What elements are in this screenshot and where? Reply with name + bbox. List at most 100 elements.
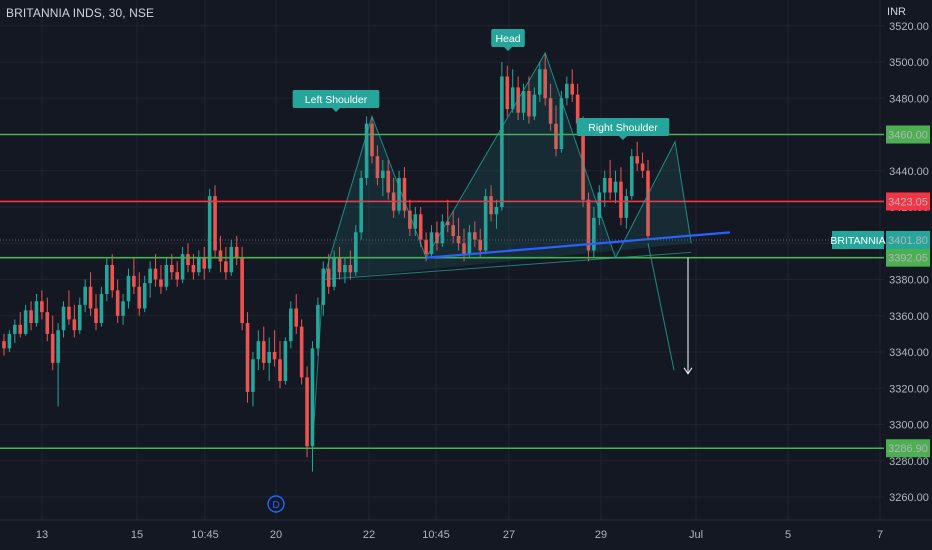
candle-body (548, 98, 553, 124)
candle-body (186, 254, 190, 265)
pattern-label-left-shoulder: Left Shoulder (292, 90, 380, 112)
candle-body (473, 232, 477, 240)
candle-body (462, 243, 466, 255)
candle-body (2, 341, 6, 349)
candle-body (505, 76, 510, 110)
dividend-marker-text: D (272, 499, 280, 511)
y-tick-label: 3320.00 (889, 383, 929, 395)
candle (18, 312, 23, 338)
candle-body (40, 301, 44, 313)
candle (532, 87, 537, 120)
candle-body (267, 352, 271, 363)
y-tick-label: 3440.00 (889, 166, 929, 178)
y-tick-label: 3520.00 (889, 21, 929, 33)
candle-body (245, 323, 250, 392)
candle-body (478, 239, 483, 251)
candle-body (18, 324, 23, 334)
candle (240, 246, 244, 331)
candle (234, 236, 239, 265)
candle-body (337, 257, 342, 273)
candle (586, 192, 591, 262)
candle (278, 341, 282, 389)
candle (364, 116, 369, 186)
candle-body (13, 324, 17, 334)
candle (413, 207, 418, 236)
x-axis: 13 15 10:45 20 22 10:45 27 29 Jul 5 7 (0, 519, 932, 541)
pattern-label-box (292, 90, 380, 108)
candle-body (413, 214, 418, 229)
candle-body (229, 246, 234, 273)
candle-body (635, 156, 639, 164)
x-tick-label: 7 (877, 529, 883, 541)
symbol-tag-box (832, 230, 884, 249)
candle (445, 199, 450, 233)
candle (408, 199, 412, 236)
candle-body (435, 232, 439, 244)
grid (0, 0, 884, 520)
candle-body (169, 265, 174, 273)
x-tick-label: 22 (363, 529, 375, 541)
candle (94, 294, 98, 331)
candle-body (640, 163, 645, 171)
candle (381, 159, 385, 197)
candle-body (483, 196, 488, 251)
x-tick-label: 29 (595, 529, 607, 541)
candle-body (289, 308, 293, 342)
candle-body (326, 268, 331, 287)
candle-body (543, 69, 547, 99)
candle-body (646, 170, 650, 236)
candle-body (234, 246, 239, 258)
level-tag-text: 3392.05 (888, 253, 928, 265)
x-tick-label: 5 (785, 529, 791, 541)
level-tag-text: 3286.90 (888, 443, 928, 455)
candle-body (61, 306, 66, 331)
candle-body (153, 268, 158, 280)
candle (7, 330, 12, 352)
candle (337, 246, 342, 280)
candle-body (364, 123, 369, 178)
candle (537, 62, 542, 102)
level-tag-text: 3460.00 (888, 130, 928, 142)
candle-body (142, 283, 147, 309)
candle (121, 294, 125, 325)
candle (88, 272, 93, 316)
candle (83, 279, 87, 313)
candle (110, 254, 115, 298)
candle-body (619, 181, 623, 218)
candle (105, 257, 109, 302)
pattern-fill (323, 52, 692, 280)
candle (397, 170, 401, 215)
candle (29, 301, 33, 331)
candle-body (440, 221, 445, 244)
candle-body (110, 265, 115, 291)
candle (456, 217, 461, 251)
candle-body (375, 156, 380, 178)
pattern-label-text: Right Shoulder (588, 122, 658, 134)
y-tick-label: 3480.00 (889, 93, 929, 105)
candle-body (494, 207, 499, 215)
candle (565, 76, 569, 106)
candle (500, 62, 504, 211)
candle-body (402, 178, 407, 211)
candle-body (602, 178, 607, 193)
candle (543, 52, 547, 106)
candle-body (202, 257, 207, 269)
candle-body (191, 265, 196, 273)
projection-leg (647, 243, 675, 371)
candle (159, 265, 163, 294)
candle-body (332, 257, 336, 287)
candle (635, 141, 639, 171)
level-tag-box (886, 125, 930, 144)
pattern-label-text: Head (495, 33, 520, 45)
dividend-marker-circle (267, 495, 285, 513)
candle-body (408, 210, 412, 229)
candle-body (608, 178, 612, 193)
candle-body (521, 91, 526, 113)
candle (180, 246, 185, 284)
y-tick-label: 3380.00 (889, 275, 929, 287)
candle (467, 225, 472, 258)
candle (316, 297, 320, 356)
candle (353, 225, 358, 276)
